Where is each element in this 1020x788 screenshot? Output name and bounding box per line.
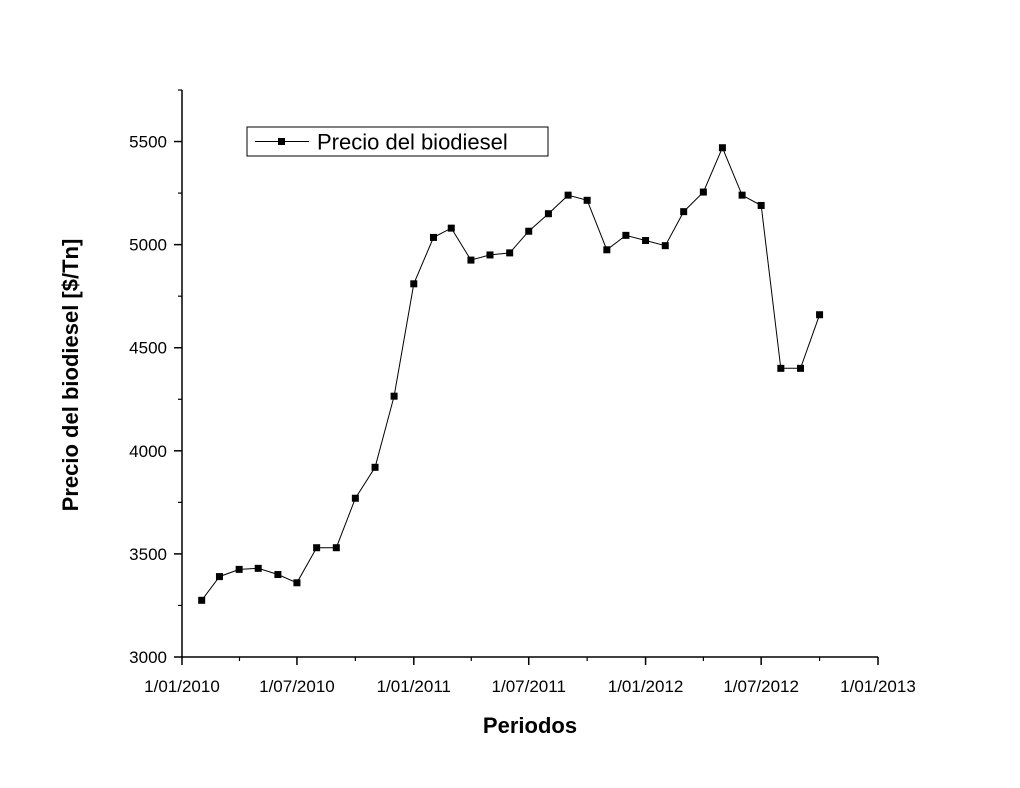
legend-label: Precio del biodiesel	[317, 130, 508, 155]
data-point	[525, 227, 533, 235]
data-point	[506, 249, 514, 257]
data-point	[699, 188, 707, 196]
data-point	[332, 544, 340, 552]
data-point	[351, 494, 359, 502]
data-point	[390, 392, 398, 400]
series-line	[201, 146, 821, 601]
x-tick-label: 1/01/2012	[608, 677, 684, 696]
data-point	[738, 191, 746, 199]
x-axis-title: Periodos	[483, 713, 577, 738]
data-point	[371, 463, 379, 471]
data-point	[313, 544, 321, 552]
data-point	[680, 208, 688, 216]
data-point	[486, 251, 494, 259]
x-tick-label: 1/01/2011	[377, 677, 451, 696]
data-point	[583, 196, 591, 204]
x-tick-label: 1/01/2010	[144, 677, 220, 696]
data-point	[293, 579, 301, 587]
data-point	[797, 364, 805, 372]
data-point	[661, 242, 669, 250]
data-point	[564, 191, 572, 199]
axes	[181, 90, 878, 658]
data-point	[429, 233, 437, 241]
legend: Precio del biodiesel	[246, 126, 549, 157]
series-group	[198, 144, 824, 604]
legend-marker	[278, 138, 285, 145]
data-point	[603, 246, 611, 254]
y-tick-label: 5000	[129, 236, 167, 255]
data-point	[447, 224, 455, 232]
y-tick-label: 3500	[129, 545, 167, 564]
y-tick-label: 4000	[129, 442, 167, 461]
data-point	[410, 280, 418, 288]
data-point	[467, 256, 475, 264]
x-tick-label: 1/07/2012	[723, 677, 799, 696]
y-ticks: 3000 3500 4000 4500 5000 5500	[129, 89, 182, 667]
data-point	[757, 201, 765, 209]
data-point	[198, 596, 206, 604]
data-point	[215, 573, 223, 581]
x-tick-label: 1/01/2013	[840, 677, 916, 696]
x-tick-label: 1/07/2011	[492, 677, 566, 696]
x-tick-label: 1/07/2010	[259, 677, 335, 696]
y-tick-label: 4500	[129, 339, 167, 358]
data-point	[235, 565, 243, 573]
data-point	[274, 571, 282, 579]
y-axis-title: Precio del biodiesel [$/Tn]	[58, 239, 83, 512]
data-point	[718, 144, 726, 152]
x-ticks: 1/01/2010 1/07/2010 1/01/2011 1/07/2011 1/01…	[144, 657, 916, 696]
data-point	[622, 231, 630, 239]
data-point	[642, 237, 650, 245]
data-point	[816, 311, 824, 319]
y-tick-label: 5500	[129, 133, 167, 152]
data-point	[544, 210, 552, 218]
data-point	[254, 564, 262, 572]
data-point	[777, 364, 785, 372]
y-tick-label: 3000	[129, 648, 167, 667]
